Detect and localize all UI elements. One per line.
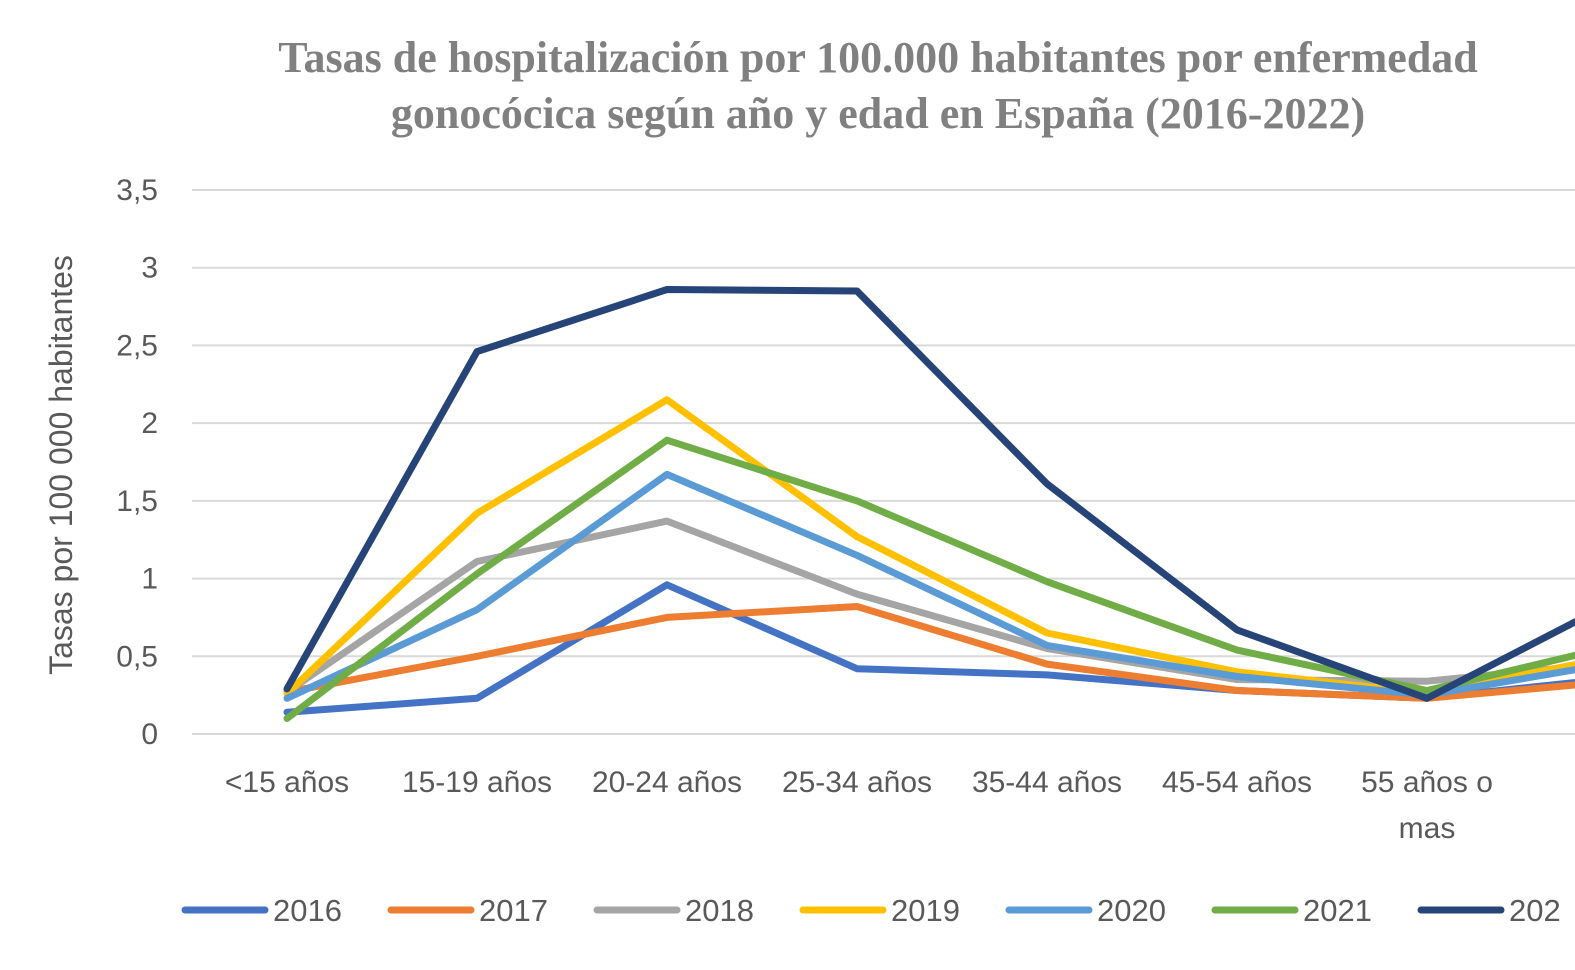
y-tick-label: 3,5: [116, 174, 158, 207]
series-line-2022: [283, 286, 1575, 702]
legend-label-2019: 2019: [891, 893, 960, 928]
y-tick-label: 2,5: [116, 329, 158, 362]
x-tick-label: 35-44 años: [972, 766, 1122, 799]
y-tick-label: 1: [141, 563, 158, 596]
legend-label-2022: 202: [1509, 893, 1561, 928]
x-tick-label: 45-54 años: [1162, 766, 1312, 799]
legend-label-2020: 2020: [1097, 893, 1166, 928]
x-tick-label: 20-24 años: [592, 766, 742, 799]
legend: 2016 2017 2018 2019 2020 2021 202: [181, 893, 1561, 928]
legend-label-2016: 2016: [273, 893, 342, 928]
series-line-2019: [283, 396, 1575, 698]
y-axis-ticks: 0 0,5 1 1,5 2 2,5 3 3,5: [116, 174, 158, 751]
x-axis-ticks: <15 años 15-19 años 20-24 años 25-34 años 35…: [225, 766, 1493, 845]
legend-label-2018: 2018: [685, 893, 754, 928]
series-line-2020: [283, 470, 1575, 702]
x-tick-label: 15-19 años: [402, 766, 552, 799]
legend-label-2021: 2021: [1303, 893, 1372, 928]
y-tick-label: 3: [141, 252, 158, 285]
x-tick-label: mas: [1399, 812, 1456, 845]
chart-title-line-2: gonocócica según año y edad en España (2…: [391, 89, 1365, 138]
y-tick-label: 2: [141, 407, 158, 440]
gridlines: [192, 189, 1575, 735]
chart-title: Tasas de hospitalización por 100.000 hab…: [278, 33, 1478, 138]
y-tick-label: 0,5: [116, 640, 158, 673]
chart-title-line-1: Tasas de hospitalización por 100.000 hab…: [278, 33, 1478, 82]
series-line-2017: [283, 603, 1575, 702]
y-axis-label: Tasas por 100 000 habitantes: [43, 255, 79, 675]
legend-label-2017: 2017: [479, 893, 548, 928]
y-tick-label: 1,5: [116, 485, 158, 518]
x-tick-label: 25-34 años: [782, 766, 932, 799]
x-tick-label: 55 años o: [1361, 766, 1493, 799]
x-tick-label: <15 años: [225, 766, 349, 799]
y-tick-label: 0: [141, 718, 158, 751]
plot-series: [283, 286, 1575, 722]
